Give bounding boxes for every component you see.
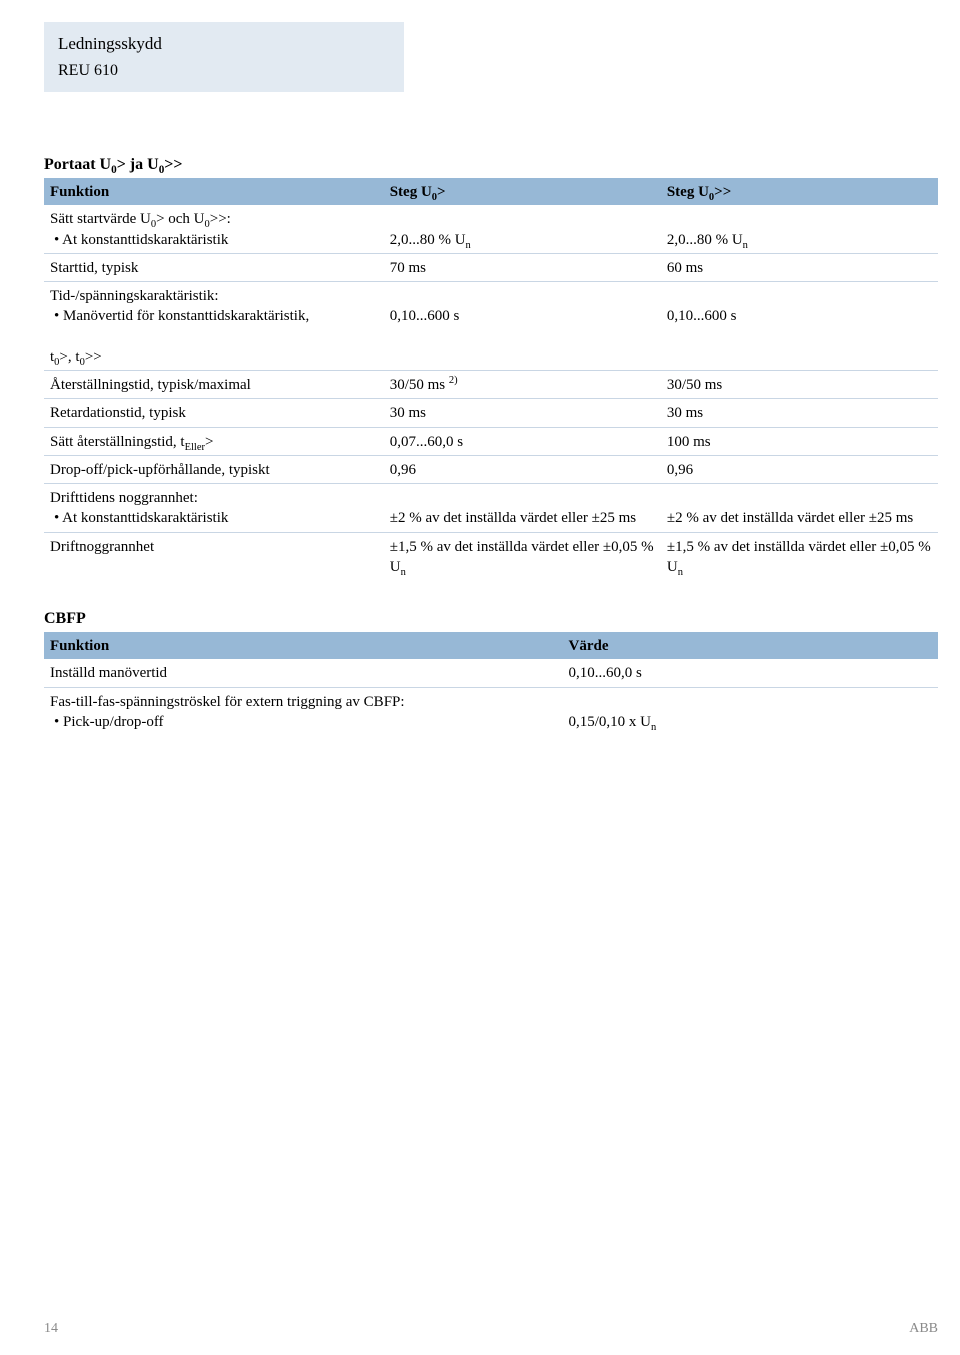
table2-head-c1: Värde [563,632,938,659]
table-row: Fas-till-fas-spänningströskel för extern… [44,687,938,735]
table1: Funktion Steg U0> Steg U0>> Sätt startvä… [44,178,938,580]
table-row: Drifttidens noggrannhet:• At konstanttid… [44,484,938,533]
row-v1: 0,10...600 s [384,282,661,371]
row-v1: 0,07...60,0 s [384,427,661,455]
table-row: Starttid, typisk 70 ms 60 ms [44,253,938,281]
cbfp-block: CBFP Funktion Värde Inställd manövertid … [44,610,938,735]
row-v2: 60 ms [661,253,938,281]
table-row: Sätt återställningstid, tEller> 0,07...6… [44,427,938,455]
row-label: Retardationstid, typisk [44,399,384,427]
row-v1: 70 ms [384,253,661,281]
table2-head-c0: Funktion [44,632,563,659]
table1-head-c0: Funktion [44,178,384,205]
table-row: Retardationstid, typisk 30 ms 30 ms [44,399,938,427]
row-v2: 2,0...80 % Un [661,205,938,253]
row-label: Fas-till-fas-spänningströskel för extern… [44,687,563,735]
row-v2: ±1,5 % av det inställda värdet eller ±0,… [661,532,938,580]
table-row: Inställd manövertid 0,10...60,0 s [44,659,938,687]
table2-caption: CBFP [44,610,938,628]
row-label: Drifttidens noggrannhet:• At konstanttid… [44,484,384,533]
row-v1: 30 ms [384,399,661,427]
brand-label: ABB [909,1321,938,1337]
table2-head-row: Funktion Värde [44,632,938,659]
row-v2: ±2 % av det inställda värdet eller ±25 m… [661,484,938,533]
row-val: 0,15/0,10 x Un [563,687,938,735]
table1-body: Sätt startvärde U0> och U0>>:• At konsta… [44,205,938,580]
table1-head-c1: Steg U0> [384,178,661,205]
row-label: Driftnoggrannhet [44,532,384,580]
table1-head-c2: Steg U0>> [661,178,938,205]
row-label: Återställningstid, typisk/maximal [44,371,384,399]
table-row: Sätt startvärde U0> och U0>>:• At konsta… [44,205,938,253]
row-v2: 100 ms [661,427,938,455]
doc-title: Ledningsskydd [58,32,390,56]
row-v1: 0,96 [384,455,661,483]
row-v1: ±2 % av det inställda värdet eller ±25 m… [384,484,661,533]
table1-caption: Portaat U0> ja U0>> [44,156,938,174]
row-label: Sätt startvärde U0> och U0>>:• At konsta… [44,205,384,253]
row-v1: 30/50 ms 2) [384,371,661,399]
table-row: Återställningstid, typisk/maximal 30/50 … [44,371,938,399]
row-v2: 0,96 [661,455,938,483]
row-label: Starttid, typisk [44,253,384,281]
table1-head-row: Funktion Steg U0> Steg U0>> [44,178,938,205]
row-v2: 30 ms [661,399,938,427]
doc-model: REU 610 [58,60,390,82]
page: Ledningsskydd REU 610 Portaat U0> ja U0>… [0,0,960,1355]
header-block: Ledningsskydd REU 610 [44,22,404,92]
row-label: Drop-off/pick-upförhållande, typiskt [44,455,384,483]
row-v1: ±1,5 % av det inställda värdet eller ±0,… [384,532,661,580]
page-number: 14 [44,1321,58,1337]
row-label: Tid-/spänningskaraktäristik:• Manövertid… [44,282,384,371]
footer: 14 ABB [44,1321,938,1337]
row-v1: 2,0...80 % Un [384,205,661,253]
table-row: Driftnoggrannhet ±1,5 % av det inställda… [44,532,938,580]
table-row: Tid-/spänningskaraktäristik:• Manövertid… [44,282,938,371]
row-label: Sätt återställningstid, tEller> [44,427,384,455]
table2-body: Inställd manövertid 0,10...60,0 s Fas-ti… [44,659,938,735]
row-val: 0,10...60,0 s [563,659,938,687]
row-v2: 30/50 ms [661,371,938,399]
row-v2: 0,10...600 s [661,282,938,371]
row-label: Inställd manövertid [44,659,563,687]
table2: Funktion Värde Inställd manövertid 0,10.… [44,632,938,735]
table-row: Drop-off/pick-upförhållande, typiskt 0,9… [44,455,938,483]
